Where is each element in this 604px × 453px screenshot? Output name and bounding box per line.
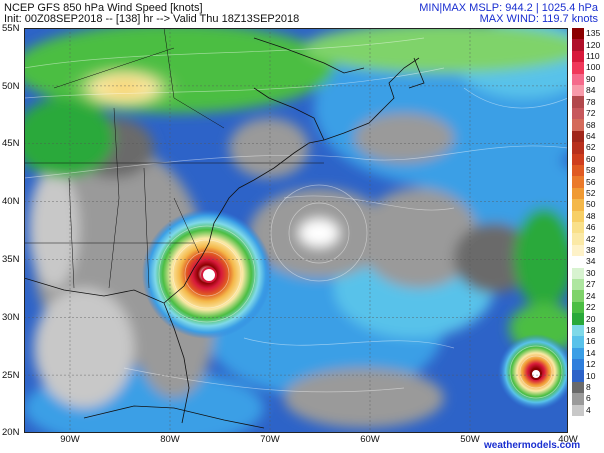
colorbar-label: 4 [586, 404, 591, 415]
colorbar-label: 16 [586, 336, 596, 347]
colorbar-swatch [572, 96, 584, 109]
colorbar-label: 60 [586, 153, 596, 164]
colorbar-label: 24 [586, 290, 596, 301]
colorbar-swatch [572, 358, 584, 371]
colorbar-label: 78 [586, 96, 596, 107]
mslp-range: MIN|MAX MSLP: 944.2 | 1025.4 hPa [419, 2, 598, 14]
colorbar-label: 18 [586, 324, 596, 335]
chart-title: NCEP GFS 850 hPa Wind Speed [knots] [4, 2, 203, 14]
lat-label-25n: 25N [2, 370, 20, 381]
colorbar-swatch [572, 381, 584, 394]
colorbar-label: 38 [586, 245, 596, 256]
graticule [24, 28, 568, 433]
colorbar-swatch [572, 142, 584, 155]
colorbar-label: 34 [586, 256, 596, 267]
colorbar-swatch [572, 28, 584, 40]
colorbar-label: 64 [586, 130, 596, 141]
colorbar-swatch [572, 256, 584, 269]
colorbar-swatch [572, 50, 584, 63]
lat-label-50n: 50N [2, 81, 20, 92]
colorbar-label: 8 [586, 381, 591, 392]
colorbar-swatch [572, 393, 584, 406]
colorbar-label: 84 [586, 85, 596, 96]
coastlines [24, 28, 425, 429]
lat-label-30n: 30N [2, 312, 20, 323]
colorbar-label: 68 [586, 119, 596, 130]
wind-field [24, 28, 568, 433]
colorbar-label: 72 [586, 108, 596, 119]
colorbar-label: 58 [586, 165, 596, 176]
init-valid-line: Init: 00Z08SEP2018 -- [138] hr --> Valid… [4, 13, 300, 25]
colorbar-swatch [572, 336, 584, 349]
colorbar-label: 62 [586, 142, 596, 153]
map-canvas [24, 28, 568, 433]
colorbar-swatch [572, 39, 584, 52]
colorbar-swatch [572, 130, 584, 143]
lat-label-20n: 20N [2, 427, 20, 438]
colorbar-label: 120 [586, 39, 601, 50]
lat-label-55n: 55N [2, 23, 20, 34]
colorbar-label: 12 [586, 359, 596, 370]
colorbar-label: 20 [586, 313, 596, 324]
lat-label-35n: 35N [2, 254, 20, 265]
colorbar-label: 14 [586, 347, 596, 358]
colorbar-swatch [572, 73, 584, 86]
lat-label-40n: 40N [2, 196, 20, 207]
colorbar-swatch [572, 244, 584, 257]
colorbar-swatch [572, 233, 584, 246]
colorbar-swatch [572, 164, 584, 177]
colorbar-swatch [572, 199, 584, 212]
colorbar-label: 22 [586, 302, 596, 313]
colorbar-label: 30 [586, 267, 596, 278]
site-credit: weathermodels.com [484, 440, 581, 451]
lon-label-80w: 80W [160, 434, 180, 445]
streamlines [24, 37, 568, 399]
lat-label-45n: 45N [2, 138, 20, 149]
colorbar-swatch [572, 107, 584, 120]
lon-label-70w: 70W [260, 434, 280, 445]
colorbar-swatch [572, 370, 584, 383]
colorbar-swatch [572, 301, 584, 314]
colorbar-swatch [572, 404, 584, 417]
colorbar-swatch [572, 85, 584, 97]
lon-label-60w: 60W [360, 434, 380, 445]
colorbar-label: 90 [586, 73, 596, 84]
colorbar-swatch [572, 324, 584, 337]
colorbar-swatch [572, 267, 584, 280]
colorbar-swatch [572, 119, 584, 132]
lon-label-90w: 90W [60, 434, 80, 445]
colorbar-label: 42 [586, 233, 596, 244]
colorbar-label: 6 [586, 393, 591, 404]
colorbar-swatch [572, 210, 584, 223]
colorbar-label: 135 [586, 28, 601, 39]
colorbar-swatch [572, 187, 584, 200]
colorbar-label: 27 [586, 279, 596, 290]
colorbar-label: 52 [586, 187, 596, 198]
colorbar-label: 48 [586, 210, 596, 221]
colorbar-swatch [572, 290, 584, 303]
colorbar-swatch [572, 176, 584, 189]
colorbar-label: 50 [586, 199, 596, 210]
colorbar-swatch [572, 222, 584, 234]
colorbar-label: 10 [586, 370, 596, 381]
colorbar-label: 46 [586, 222, 596, 233]
colorbar-swatch [572, 347, 584, 360]
colorbar-swatch [572, 313, 584, 326]
colorbar-swatch [572, 62, 584, 75]
colorbar-label: 100 [586, 62, 601, 73]
lon-label-50w: 50W [460, 434, 480, 445]
colorbar-swatch [572, 279, 584, 291]
wind-speed-map [24, 28, 568, 433]
colorbar-label: 110 [586, 51, 600, 62]
max-wind: MAX WIND: 119.7 knots [479, 13, 598, 25]
lon-label-40w: 40W [558, 434, 578, 445]
colorbar-label: 56 [586, 176, 596, 187]
colorbar-swatch [572, 153, 584, 166]
